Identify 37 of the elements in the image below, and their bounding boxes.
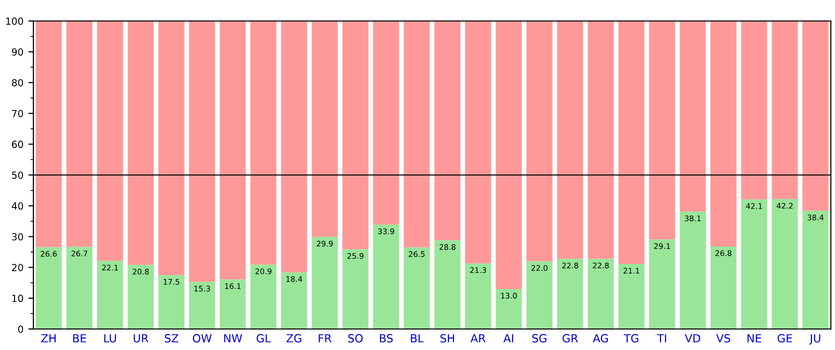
y-tick-label: 90 bbox=[12, 48, 24, 56]
y-tick-label: 40 bbox=[12, 202, 24, 210]
x-tick-label: SG bbox=[532, 334, 546, 342]
x-tick-label: BL bbox=[410, 334, 424, 342]
x-tick-label: GE bbox=[778, 334, 792, 342]
x-tick-label: AG bbox=[592, 334, 608, 342]
y-tick-label: 70 bbox=[12, 110, 24, 118]
x-tick-label: SH bbox=[440, 334, 454, 342]
x-tick-label: AR bbox=[470, 334, 486, 342]
x-tick-label: ZG bbox=[286, 334, 302, 342]
x-tick-label: VD bbox=[684, 334, 700, 342]
y-tick-label: 100 bbox=[6, 17, 24, 25]
x-tick-label: BE bbox=[73, 334, 86, 342]
x-tick-label: SZ bbox=[164, 334, 178, 342]
y-tick-label: 30 bbox=[12, 233, 24, 240]
y-tick-label: 50 bbox=[12, 171, 24, 179]
x-tick-label: FR bbox=[318, 334, 332, 342]
x-tick-label: BS bbox=[380, 334, 393, 342]
x-tick-label: JU bbox=[809, 334, 820, 345]
x-tick-label: VS bbox=[716, 334, 730, 342]
x-tick-label: AI bbox=[503, 334, 514, 342]
x-tick-label: NE bbox=[748, 334, 762, 342]
x-tick-label: UR bbox=[134, 334, 148, 342]
x-tick-label: TG bbox=[624, 334, 638, 342]
x-tick-label: GR bbox=[562, 334, 578, 342]
x-tick-label: TI bbox=[657, 334, 666, 342]
x-tick-label: GL bbox=[256, 334, 271, 342]
x-tick-label: NW bbox=[224, 334, 242, 342]
x-tick-label: LU bbox=[104, 334, 116, 342]
x-tick-label: OW bbox=[192, 334, 212, 342]
y-tick-label: 80 bbox=[12, 79, 24, 86]
y-tick-label: 0 bbox=[18, 325, 24, 333]
y-tick-label: 10 bbox=[12, 294, 24, 302]
x-tick-label: ZH bbox=[41, 334, 56, 342]
y-tick-label: 20 bbox=[12, 264, 24, 272]
x-tick-label: SO bbox=[348, 334, 363, 342]
y-tick-label: 60 bbox=[12, 140, 24, 148]
